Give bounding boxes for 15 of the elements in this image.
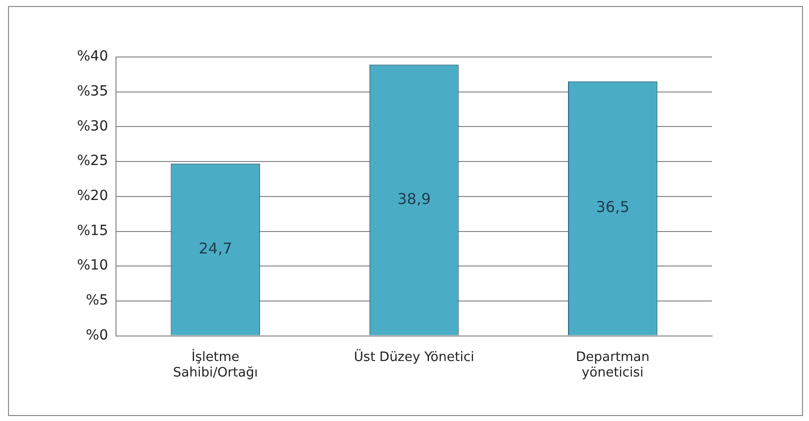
y-tick-label: %0	[86, 327, 108, 344]
x-tick-label: İşletme Sahibi/Ortağı	[173, 348, 258, 381]
y-tick-label: %10	[76, 258, 108, 274]
data-label: 36,5	[596, 198, 630, 216]
y-tick-label: %35	[76, 83, 108, 100]
y-tick-label: %20	[76, 188, 108, 204]
data-label: 38,9	[397, 190, 431, 208]
y-tick-label: %5	[86, 292, 108, 309]
y-tick-label: %15	[76, 222, 108, 239]
y-tick-label: %25	[76, 153, 108, 170]
x-tick-label: Departman yöneticisi	[576, 350, 650, 381]
y-tick-label: %30	[76, 118, 108, 134]
y-tick-label: %40	[76, 48, 108, 65]
data-label: 24,7	[198, 239, 232, 258]
x-tick-label: Üst Düzey Yönetici	[354, 348, 474, 365]
